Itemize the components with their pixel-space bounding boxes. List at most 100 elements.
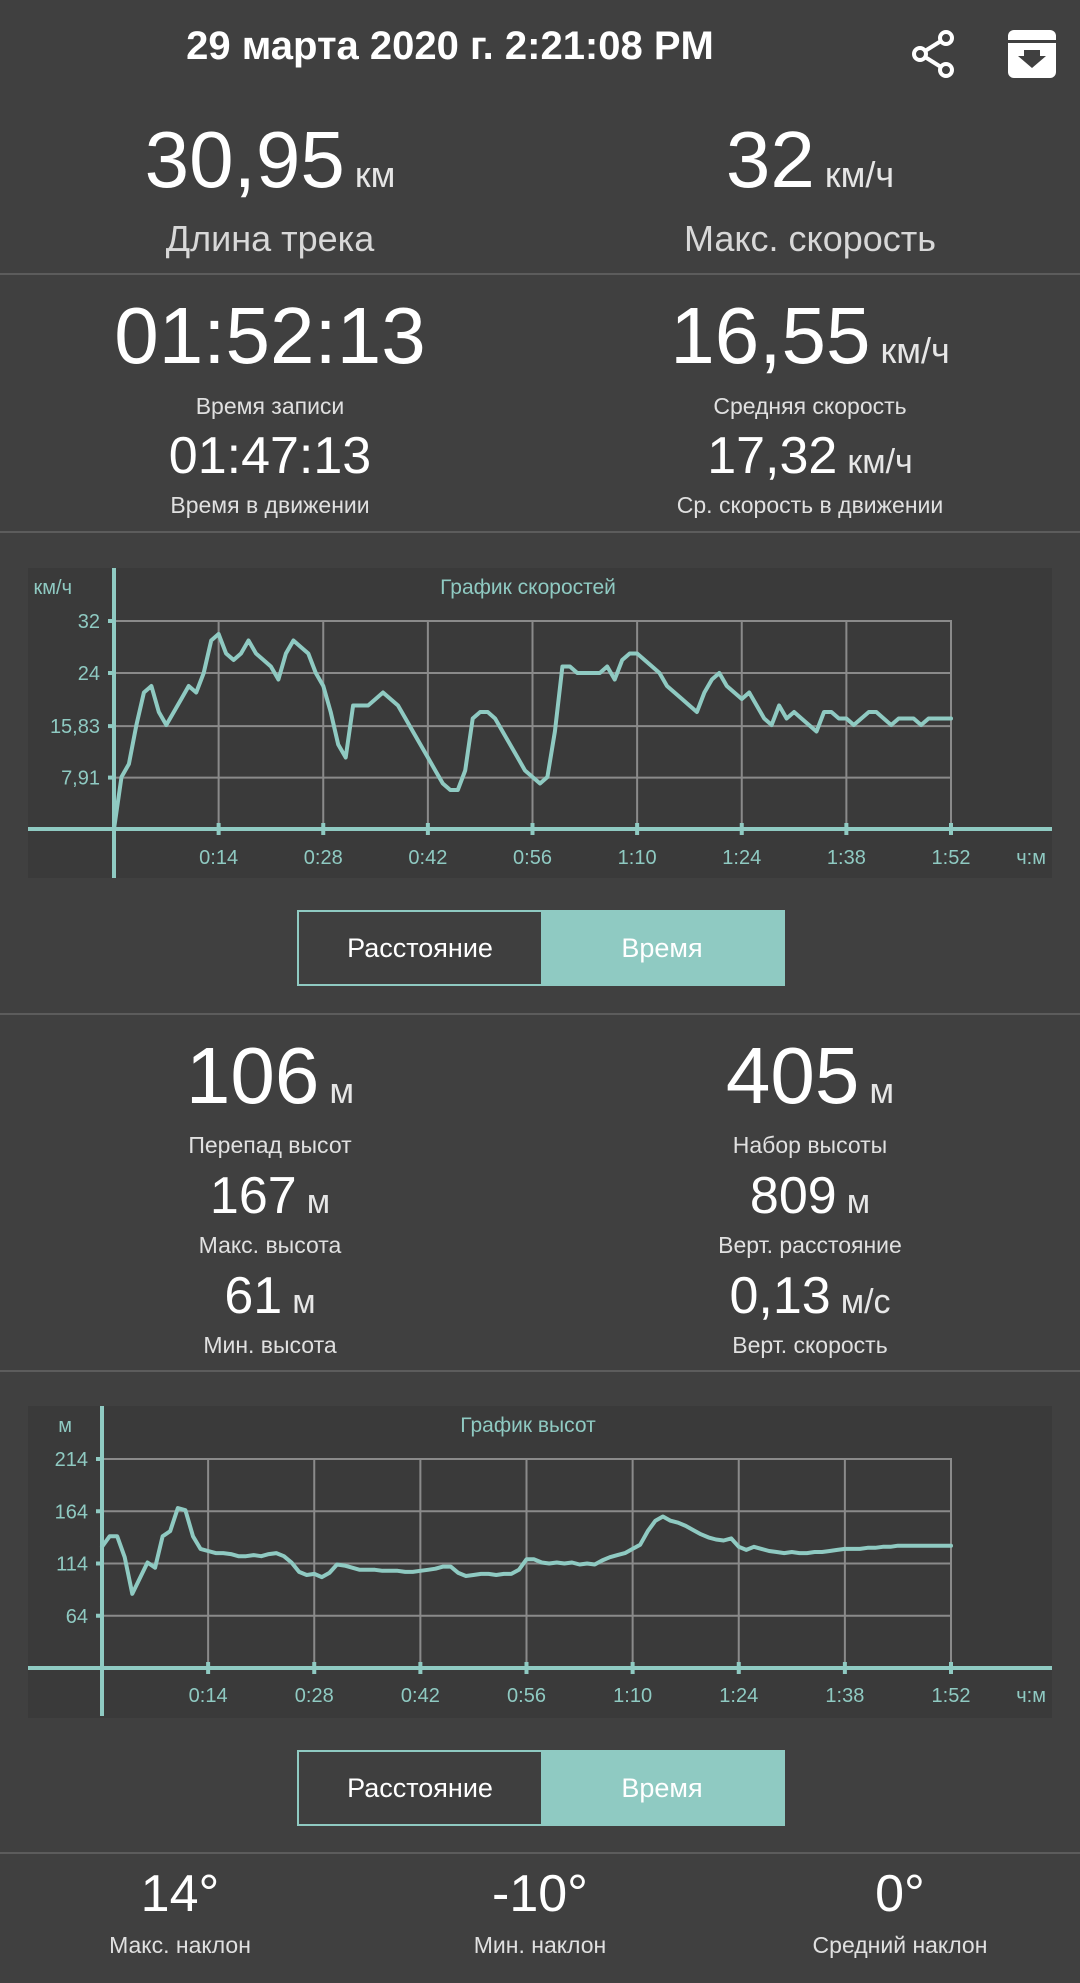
avg-speed-unit: км/ч	[880, 330, 950, 371]
x-tick-label: 0:42	[408, 847, 447, 869]
elev-toggle-distance-button[interactable]: Расстояние	[299, 1752, 541, 1824]
divider	[0, 1852, 1080, 1854]
speed-toggle-time-button[interactable]: Время	[541, 912, 783, 984]
archive-download-icon[interactable]	[1004, 26, 1060, 82]
distance-unit: км	[354, 154, 396, 195]
track-datetime-title: 29 марта 2020 г. 2:21:08 PM	[186, 24, 714, 68]
y-tick-label: 164	[55, 1501, 88, 1523]
vert-speed-unit: м/с	[840, 1283, 891, 1321]
record-time-value: 01:52:13	[114, 291, 426, 380]
record-time-stat: 01:52:13	[0, 296, 540, 376]
y-tick-label: 214	[55, 1449, 88, 1471]
x-tick-label: 0:14	[199, 847, 238, 869]
vert-dist-label: Верт. расстояние	[718, 1232, 902, 1258]
x-tick-label: 1:24	[719, 1685, 758, 1707]
distance-value: 30,95	[144, 115, 345, 204]
max-elev-value: 167	[209, 1167, 297, 1225]
vert-speed-value: 0,13	[729, 1267, 831, 1325]
max-speed-label: Макс. скорость	[683, 218, 937, 259]
y-tick-label: 7,91	[61, 768, 100, 790]
elev-toggle-time-button[interactable]: Время	[541, 1752, 783, 1824]
moving-time-value: 01:47:13	[168, 427, 372, 485]
distance-stat: 30,95 км	[0, 120, 540, 200]
share-icon[interactable]	[906, 26, 962, 82]
avg-slope-value: 0°	[875, 1865, 925, 1923]
climb-value: 405	[725, 1031, 860, 1120]
elev-diff-value: 106	[185, 1031, 320, 1120]
elevation-chart-svg: График высот м ч:м 64 114 164 214 0:14 0:28 0:42 0…	[28, 1406, 1052, 1716]
x-tick-label: 0:42	[401, 1685, 440, 1707]
x-tick-label: 0:14	[189, 1685, 228, 1707]
avg-moving-speed-unit: км/ч	[847, 443, 913, 481]
avg-speed-label: Средняя скорость	[713, 393, 907, 419]
speed-chart-toggle: Расстояние Время	[297, 910, 785, 986]
max-speed-value: 32	[725, 115, 815, 204]
x-tick-label: 0:28	[304, 847, 343, 869]
series-line	[112, 632, 953, 831]
vert-speed-label: Верт. скорость	[732, 1332, 888, 1358]
max-slope-stat: 14°	[0, 1868, 360, 1920]
avg-speed-value: 16,55	[670, 291, 871, 380]
avg-moving-speed-value: 17,32	[707, 427, 838, 485]
max-elev-unit: м	[306, 1183, 331, 1221]
x-tick-label: 0:28	[295, 1685, 334, 1707]
avg-moving-speed-label: Ср. скорость в движении	[676, 492, 944, 518]
y-tick-label: 24	[78, 663, 100, 685]
min-slope-value: -10°	[492, 1865, 588, 1923]
min-slope-label: Мин. наклон	[473, 1932, 607, 1958]
x-axis-label: ч:м	[1016, 847, 1046, 869]
chart-title: График скоростей	[440, 576, 616, 599]
avg-slope-stat: 0°	[720, 1868, 1080, 1920]
climb-unit: м	[869, 1070, 895, 1111]
y-tick-label: 114	[56, 1554, 88, 1576]
max-elev-stat: 167 м	[0, 1170, 540, 1222]
x-tick-label: 0:56	[507, 1685, 546, 1707]
series-line	[100, 1506, 953, 1596]
elevation-chart: График высот м ч:м 64 114 164 214 0:14 0:28 0:42 0…	[28, 1406, 1052, 1718]
x-tick-label: 1:10	[613, 1685, 652, 1707]
y-tick-label: 15,83	[50, 716, 100, 738]
avg-speed-stat: 16,55 км/ч	[540, 296, 1080, 376]
climb-label: Набор высоты	[732, 1132, 888, 1158]
vert-speed-stat: 0,13 м/с	[540, 1270, 1080, 1322]
vert-dist-value: 809	[749, 1167, 837, 1225]
divider	[0, 531, 1080, 533]
speed-chart-svg: График скоростей км/ч ч:м 7,91 15,83 24 32 0:14…	[28, 568, 1052, 878]
speed-toggle-distance-button[interactable]: Расстояние	[299, 912, 541, 984]
moving-time-stat: 01:47:13	[0, 430, 540, 482]
divider	[0, 1370, 1080, 1372]
elevation-chart-toggle: Расстояние Время	[297, 1750, 785, 1826]
vert-dist-stat: 809 м	[540, 1170, 1080, 1222]
max-slope-value: 14°	[140, 1865, 220, 1923]
divider	[0, 273, 1080, 275]
x-tick-label: 1:38	[825, 1685, 864, 1707]
climb-stat: 405 м	[540, 1036, 1080, 1116]
distance-label: Длина трека	[165, 218, 375, 259]
y-tick-label: 64	[66, 1606, 88, 1628]
y-tick-label: 32	[78, 611, 100, 633]
min-elev-stat: 61 м	[0, 1270, 540, 1322]
y-axis-label: км/ч	[34, 577, 72, 599]
min-elev-unit: м	[292, 1283, 316, 1321]
elev-diff-stat: 106 м	[0, 1036, 540, 1116]
elev-diff-label: Перепад высот	[188, 1132, 352, 1158]
max-speed-unit: км/ч	[824, 154, 895, 195]
max-elev-label: Макс. высота	[198, 1232, 342, 1258]
min-elev-label: Мин. высота	[203, 1332, 337, 1358]
record-time-label: Время записи	[195, 393, 345, 419]
min-slope-stat: -10°	[360, 1868, 720, 1920]
x-axis-label: ч:м	[1016, 1685, 1046, 1707]
divider	[0, 1013, 1080, 1015]
x-tick-label: 1:24	[722, 847, 761, 869]
chart-title: График высот	[460, 1414, 596, 1437]
x-tick-label: 1:38	[827, 847, 866, 869]
avg-moving-speed-stat: 17,32 км/ч	[540, 430, 1080, 482]
avg-slope-label: Средний наклон	[812, 1932, 988, 1958]
x-tick-label: 1:10	[618, 847, 657, 869]
x-tick-label: 1:52	[932, 1685, 971, 1707]
y-axis-label: м	[58, 1415, 72, 1437]
moving-time-label: Время в движении	[170, 492, 370, 518]
speed-chart: График скоростей км/ч ч:м 7,91 15,83 24 32 0:14…	[28, 568, 1052, 878]
x-tick-label: 0:56	[513, 847, 552, 869]
vert-dist-unit: м	[846, 1183, 871, 1221]
